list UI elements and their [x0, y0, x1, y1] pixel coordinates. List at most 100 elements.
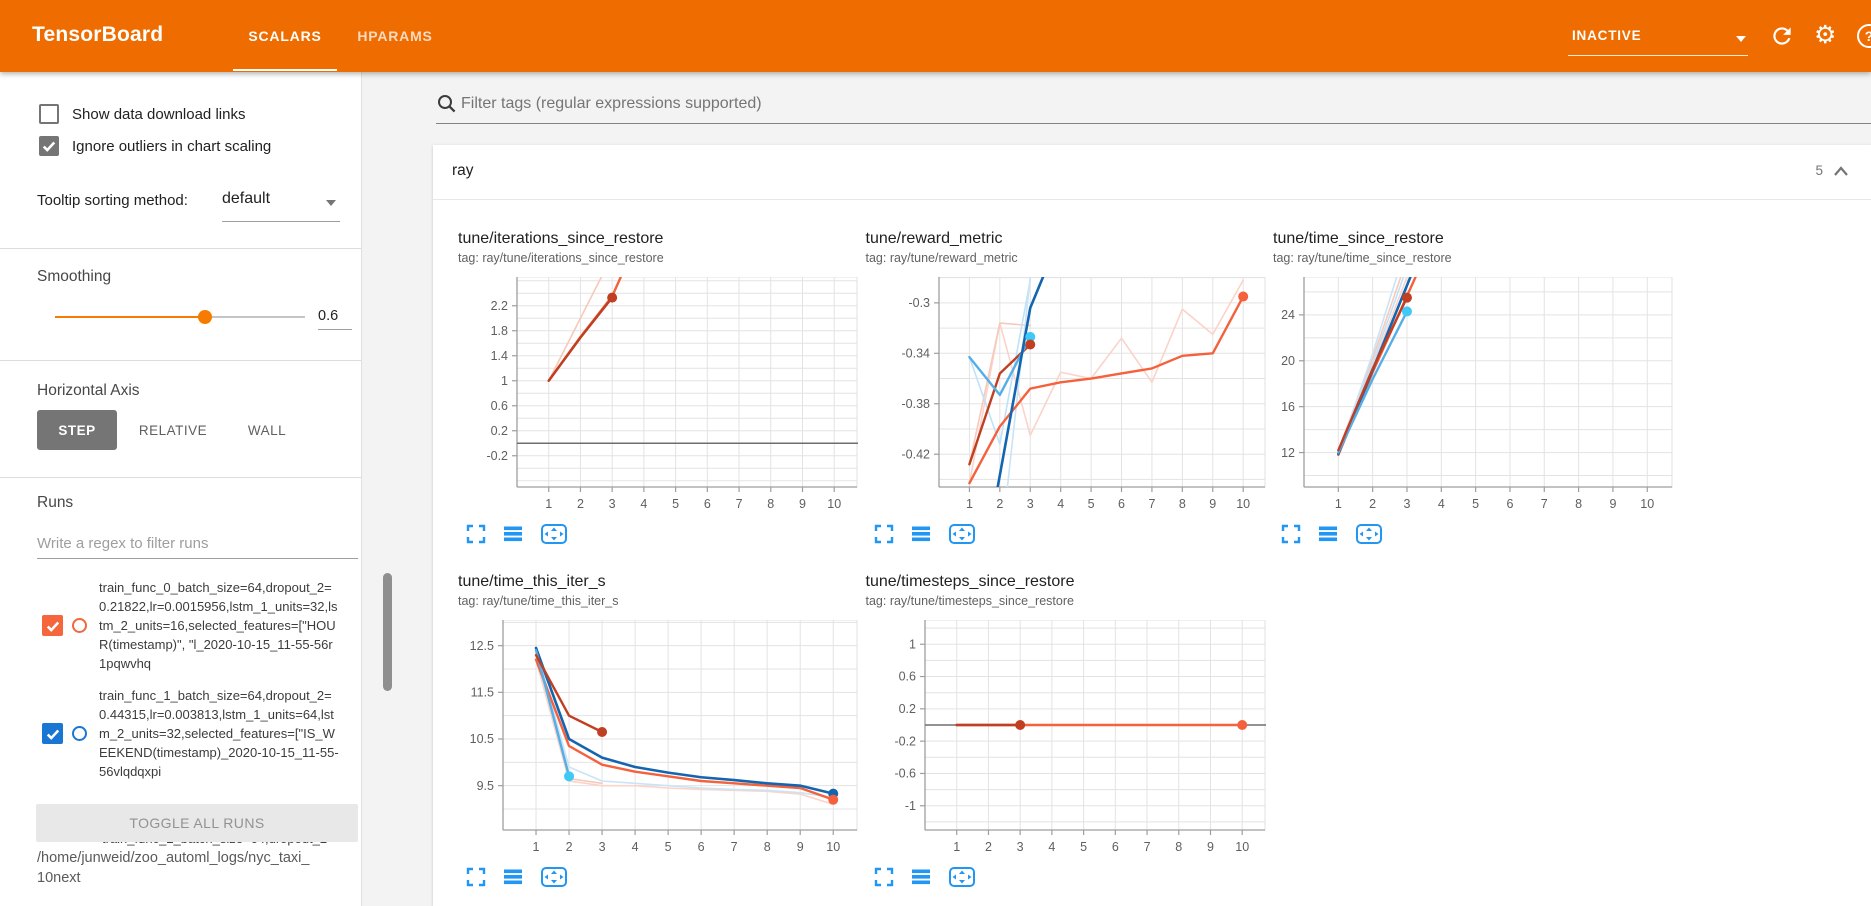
chart-plot[interactable]: 1 0.6 0.2 -0.2 -0.6 -1 1 2 3 4 5 6 7 8 9 10	[866, 620, 1266, 858]
series-endpoint-dot[interactable]	[564, 771, 575, 782]
checkbox-checked[interactable]	[39, 136, 59, 156]
run-row: train_func_0_batch_size=64,dropout_2= 0.2…	[0, 578, 361, 673]
chart-toolbar	[466, 522, 568, 551]
scalar-chart-card: tune/time_since_restore tag: ray/tune/tim…	[1273, 230, 1673, 560]
chevron-up-icon[interactable]	[1833, 165, 1849, 176]
y-axis-tick-label: -0.6	[894, 767, 916, 781]
horizontal-bars-icon[interactable]	[911, 525, 930, 548]
axis-wall-button[interactable]: WALL	[247, 422, 287, 438]
x-axis-tick-label: 2	[577, 497, 584, 511]
show-download-links-checkbox-row[interactable]: Show data download links	[39, 104, 245, 124]
x-axis-tick-label: 9	[799, 497, 806, 511]
x-axis-tick-label: 2	[996, 497, 1003, 511]
tag-group-header[interactable]: ray 5	[433, 145, 1871, 200]
y-axis-tick-label: -0.34	[901, 347, 930, 361]
series-endpoint-dot[interactable]	[597, 727, 608, 737]
chart-plot[interactable]: 2.2 1.8 1.4 1 0.6 0.2 -0.2 1 2 3 4 5 6 7 8 9 10	[458, 277, 858, 515]
x-axis-tick-label: 6	[1111, 840, 1118, 854]
x-axis-tick-label: 6	[704, 497, 711, 511]
x-axis-tick-label: 8	[1575, 497, 1582, 511]
series-run0-raw	[547, 277, 603, 382]
axis-relative-button[interactable]: RELATIVE	[138, 422, 208, 438]
smoothing-slider-thumb[interactable]	[198, 310, 212, 324]
toggle-all-runs-button[interactable]: TOGGLE ALL RUNS	[36, 804, 358, 842]
x-axis-tick-label: 10	[827, 497, 841, 511]
y-axis-tick-label: 0.6	[491, 399, 508, 413]
x-axis-tick-label: 10	[826, 840, 840, 854]
expand-chart-icon[interactable]	[466, 867, 486, 892]
fit-domain-icon[interactable]	[948, 522, 976, 551]
chart-title: tune/time_this_iter_s	[458, 573, 606, 590]
horizontal-bars-icon[interactable]	[504, 868, 522, 891]
checkbox-unchecked[interactable]	[39, 104, 59, 124]
horizontal-bars-icon[interactable]	[1319, 525, 1337, 548]
checkbox-label: Ignore outliers in chart scaling	[72, 137, 272, 155]
y-axis-tick-label: -0.2	[486, 449, 508, 463]
runs-filter-input[interactable]	[37, 528, 358, 559]
expand-chart-icon[interactable]	[874, 867, 894, 892]
x-axis-tick-label: 7	[1541, 497, 1548, 511]
chart-plot[interactable]: 12.5 11.5 10.5 9.5 1 2 3 4 5 6 7 8 9 10	[458, 620, 858, 858]
series-endpoint-dot[interactable]	[1236, 720, 1247, 730]
run-checkbox[interactable]	[42, 615, 63, 636]
series-endpoint-dot[interactable]	[607, 292, 618, 303]
series-endpoint-dot[interactable]	[1401, 292, 1412, 303]
run-checkbox[interactable]	[42, 723, 63, 744]
x-axis-tick-label: 6	[698, 840, 705, 854]
series-endpoint-dot[interactable]	[1237, 291, 1248, 302]
ignore-outliers-checkbox-row[interactable]: Ignore outliers in chart scaling	[39, 136, 271, 156]
log-directory-path: /home/junweid/zoo_automl_logs/nyc_taxi_ …	[37, 849, 309, 888]
tab-scalars[interactable]: SCALARS	[233, 0, 337, 72]
tag-filter-input[interactable]	[461, 90, 1181, 118]
refresh-icon[interactable]	[1769, 23, 1795, 49]
tag-group-count: 5	[1815, 163, 1823, 178]
chart-tag: tag: ray/tune/time_since_restore	[1273, 251, 1452, 265]
x-axis-tick-label: 8	[764, 840, 771, 854]
help-icon[interactable]: ?	[1857, 24, 1871, 48]
x-axis-tick-label: 4	[1057, 497, 1064, 511]
horizontal-bars-icon[interactable]	[504, 525, 522, 548]
x-axis-tick-label: 9	[1209, 497, 1216, 511]
series-endpoint-dot[interactable]	[1401, 306, 1412, 317]
fit-domain-icon[interactable]	[948, 865, 976, 894]
fit-domain-icon[interactable]	[540, 522, 568, 551]
scrollbar-thumb[interactable]	[383, 573, 392, 691]
expand-chart-icon[interactable]	[1281, 524, 1301, 549]
chart-title: tune/reward_metric	[865, 230, 1003, 247]
axis-step-button[interactable]: STEP	[37, 410, 117, 450]
run-color-radio[interactable]	[72, 618, 87, 633]
smoothing-slider-track[interactable]	[205, 316, 305, 318]
run-color-radio[interactable]	[72, 726, 87, 741]
series-endpoint-dot[interactable]	[1024, 339, 1035, 350]
gear-icon[interactable]: ⚙	[1814, 21, 1837, 49]
tooltip-sort-value: default	[222, 190, 271, 207]
tooltip-sort-select[interactable]: default	[222, 186, 340, 222]
smoothing-value-input[interactable]	[318, 302, 352, 330]
fit-domain-icon[interactable]	[1355, 522, 1383, 551]
chart-plot[interactable]: -0.3 -0.34 -0.38 -0.42 1 2 3 4 5 6 7 8 9 10	[866, 277, 1266, 515]
y-axis-tick-label: 9.5	[477, 779, 494, 793]
scalars-dashboard: ray 5 tune/iterations_since_restore tag: …	[362, 72, 1871, 906]
input-underline	[436, 123, 1871, 124]
series-endpoint-dot[interactable]	[828, 794, 839, 805]
x-axis-tick-label: 1	[1335, 497, 1342, 511]
horizontal-bars-icon[interactable]	[911, 868, 930, 891]
tag-group-card: ray 5 tune/iterations_since_restore tag: …	[433, 145, 1871, 906]
y-axis-tick-label: -0.38	[901, 397, 930, 411]
x-axis-tick-label: 1	[965, 497, 972, 511]
tag-group-title: ray	[452, 162, 474, 179]
series-endpoint-dot[interactable]	[1014, 720, 1025, 730]
x-axis-tick-label: 3	[609, 497, 616, 511]
chart-toolbar	[874, 522, 976, 551]
expand-chart-icon[interactable]	[466, 524, 486, 549]
run-status-select[interactable]: INACTIVE	[1568, 22, 1748, 56]
x-axis-tick-label: 5	[1472, 497, 1479, 511]
fit-domain-icon[interactable]	[540, 865, 568, 894]
chart-tag: tag: ray/tune/timesteps_since_restore	[865, 594, 1074, 608]
x-axis-tick-label: 4	[1438, 497, 1445, 511]
series-endpoint-dot[interactable]	[1024, 331, 1035, 342]
run-name: train_func_1_batch_size=64,dropout_2= 0.4…	[99, 688, 339, 779]
tab-hparams[interactable]: HPARAMS	[357, 28, 433, 44]
expand-chart-icon[interactable]	[874, 524, 894, 549]
